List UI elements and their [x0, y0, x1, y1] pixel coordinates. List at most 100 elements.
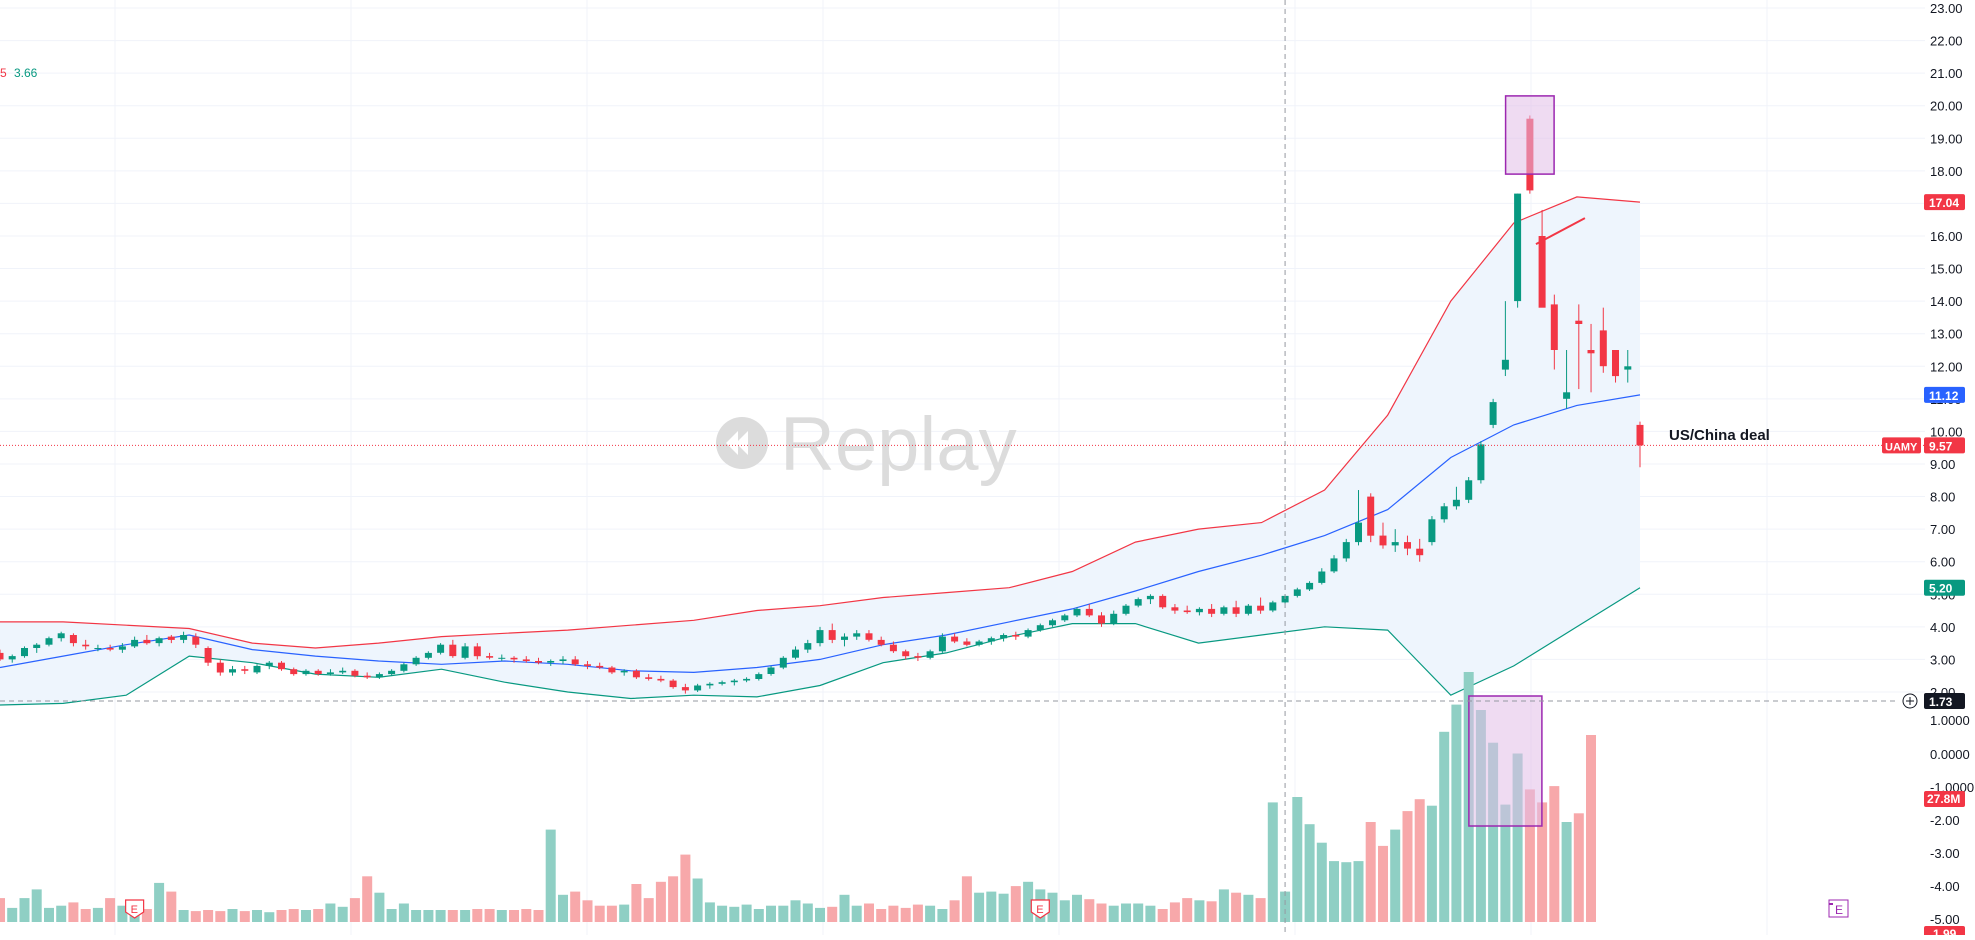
candle: [1146, 594, 1154, 605]
candle: [889, 641, 897, 653]
chart-earnings-icon[interactable]: E: [1828, 899, 1849, 918]
svg-text:1.73: 1.73: [1929, 695, 1953, 709]
volume-bar: [1194, 900, 1205, 922]
candle: [694, 683, 702, 692]
candle: [902, 649, 910, 660]
volume-bar: [1182, 898, 1193, 922]
price-tick-label: 23.00: [1930, 1, 1963, 16]
volume-bar: [31, 889, 42, 922]
volume-bar: [447, 910, 458, 922]
candle: [730, 678, 738, 686]
volume-bar: [1439, 731, 1450, 922]
volume-bar: [154, 882, 165, 922]
candle: [1208, 604, 1216, 618]
crosshair: [0, 0, 1918, 935]
candle: [1171, 604, 1179, 614]
price-tick-label: 16.00: [1930, 229, 1963, 244]
candle: [1036, 623, 1044, 632]
volume-bar: [986, 891, 997, 922]
volume-bar: [1573, 813, 1584, 922]
candle: [718, 680, 726, 686]
volume-bar: [961, 876, 972, 922]
price-label: 17.04: [1924, 194, 1965, 211]
volume-bar: [1133, 903, 1144, 922]
volume-bar: [1231, 892, 1242, 922]
candle: [82, 639, 90, 650]
volume-bar: [815, 907, 825, 922]
volume-bar: [680, 854, 691, 922]
volume-bar: [19, 898, 30, 922]
bollinger-fill: [0, 196, 1640, 705]
volume-bar: [1561, 822, 1572, 922]
price-label: 1.73: [1924, 693, 1965, 709]
volume-tick-label: -4.00: [1930, 879, 1960, 894]
volume-bar: [1072, 894, 1082, 922]
candle: [424, 651, 432, 660]
candle: [1477, 441, 1485, 484]
volume-highlight-box[interactable]: [1468, 695, 1543, 827]
volume-bar: [570, 891, 581, 922]
candle: [69, 633, 77, 647]
candle: [1159, 594, 1167, 609]
candle: [535, 657, 542, 665]
candle: [106, 644, 114, 652]
volume-bar: [1023, 881, 1034, 922]
price-tick-label: 8.00: [1930, 490, 1955, 505]
candle: [1379, 522, 1387, 549]
volume-bar: [974, 892, 985, 922]
candle: [1612, 349, 1619, 383]
price-axis[interactable]: 23.0022.0021.0020.0019.0018.0017.0016.00…: [1930, 1, 1963, 700]
volume-bar: [203, 910, 214, 922]
volume-bar: [900, 907, 911, 922]
candle: [975, 639, 983, 647]
candle: [192, 633, 200, 649]
candle: [926, 649, 934, 660]
price-tick-label: 20.00: [1930, 99, 1963, 114]
volume-bar: [1059, 900, 1070, 922]
candle: [339, 667, 347, 675]
earnings-icon[interactable]: E: [125, 899, 145, 919]
candle: [1501, 301, 1509, 377]
volume-bar: [1084, 899, 1095, 922]
volume-bar: [1267, 802, 1278, 922]
candle: [1122, 604, 1130, 616]
price-highlight-box[interactable]: [1504, 95, 1555, 175]
volume-tick-label: 0.0000: [1930, 747, 1970, 762]
replay-icon-arrows: [726, 431, 748, 455]
price-tick-label: 13.00: [1930, 327, 1963, 342]
volume-bar: [582, 900, 593, 922]
volume-bar: [1402, 811, 1413, 922]
volume-bar: [594, 905, 605, 922]
news-annotation[interactable]: US/China deal: [1669, 427, 1770, 444]
volume-bar: [1524, 789, 1535, 922]
volume-bar: [460, 910, 471, 922]
volume-bar: [521, 909, 532, 922]
candle: [351, 669, 359, 678]
candle: [486, 652, 494, 660]
price-tick-label: 14.00: [1930, 294, 1963, 309]
volume-bar: [864, 903, 874, 922]
candle: [1624, 349, 1632, 383]
candle: [963, 638, 971, 647]
candle: [131, 636, 139, 649]
volume-bar: [717, 905, 728, 922]
earnings-icon[interactable]: E: [1030, 899, 1050, 919]
volume-bar: [80, 909, 91, 922]
candle: [375, 672, 383, 679]
volume-bar: [1586, 735, 1596, 922]
volume-bar: [937, 909, 948, 922]
volume-bar: [288, 909, 299, 922]
price-label: 5.20: [1924, 579, 1965, 596]
add-alert-icon[interactable]: [1902, 693, 1918, 709]
candle: [1269, 600, 1277, 613]
price-tick-label: 19.00: [1930, 131, 1963, 146]
price-tick-label: 4.00: [1930, 620, 1955, 635]
candle: [253, 664, 261, 675]
volume-bar: [778, 905, 789, 922]
candle: [987, 636, 995, 645]
volume-bar: [1280, 891, 1291, 922]
candle: [8, 654, 16, 663]
trendline[interactable]: [1535, 217, 1586, 246]
